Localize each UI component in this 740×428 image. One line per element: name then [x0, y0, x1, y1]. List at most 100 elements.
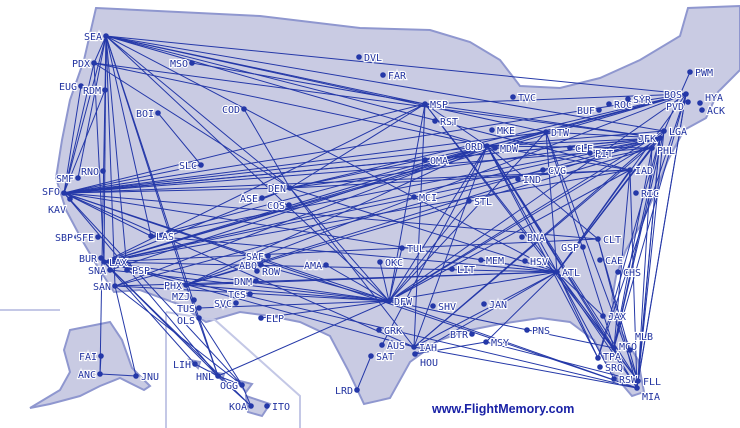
airport-tul[interactable]: TUL [399, 243, 426, 256]
airport-elp[interactable]: ELP [258, 313, 285, 326]
airport-phx[interactable]: PHX [163, 280, 189, 293]
airport-hnl[interactable]: HNL [195, 371, 221, 384]
airport-rdm[interactable]: RDM [82, 85, 108, 98]
airport-sfe[interactable]: SFE [75, 232, 101, 245]
airport-las[interactable]: LAS [148, 231, 175, 244]
airport-ord[interactable]: ORD [464, 141, 490, 154]
airport-dfw[interactable]: DFW [386, 296, 414, 309]
airport-okc[interactable]: OKC [377, 257, 404, 270]
airport-pit[interactable]: PIT [587, 148, 614, 161]
airport-smf[interactable]: SMF [55, 173, 81, 186]
airport-pwm[interactable]: PWM [687, 67, 714, 80]
airport-ito[interactable]: ITO [264, 401, 291, 414]
airport-rsw[interactable]: RSW [611, 374, 639, 387]
airport-fai[interactable]: FAI [78, 351, 104, 364]
airport-bos[interactable]: BOS [663, 89, 689, 102]
airport-aus[interactable]: AUS [379, 340, 406, 353]
airport-iad[interactable]: IAD [627, 165, 654, 178]
airport-hou[interactable]: HOU [412, 351, 439, 370]
airport-pdx[interactable]: PDX [71, 58, 97, 71]
airport-gsp[interactable]: GSP [560, 242, 586, 255]
airport-sat[interactable]: SAT [368, 351, 395, 364]
airport-abq[interactable]: ABQ [238, 260, 264, 273]
airport-kav[interactable]: KAV [47, 196, 73, 217]
airport-cae[interactable]: CAE [597, 255, 624, 268]
airport-ind[interactable]: IND [515, 174, 542, 187]
airport-hya[interactable]: HYA [697, 92, 724, 106]
airport-buf[interactable]: BUF [576, 105, 602, 118]
airport-lax[interactable]: LAX [101, 257, 128, 270]
airport-anc[interactable]: ANC [77, 369, 103, 382]
airport-clt[interactable]: CLT [595, 234, 622, 247]
airport-tvc[interactable]: TVC [510, 92, 537, 105]
airport-mlb[interactable]: MLB [627, 331, 654, 353]
airport-tcs[interactable]: TCS [227, 289, 253, 302]
airport-oma[interactable]: OMA [422, 155, 449, 168]
airport-sfo[interactable]: SFO [41, 186, 67, 199]
airport-boi[interactable]: BOI [135, 108, 161, 121]
airport-cvg[interactable]: CVG [540, 165, 567, 178]
airport-lih[interactable]: LIH [172, 359, 198, 372]
airport-sea[interactable]: SEA [83, 31, 109, 44]
airport-den[interactable]: DEN [267, 183, 293, 196]
airport-psp[interactable]: PSP [124, 265, 151, 278]
airport-jfk[interactable]: JFK [637, 133, 663, 146]
airport-ols[interactable]: OLS [176, 315, 202, 328]
airport-hsv[interactable]: HSV [522, 256, 549, 269]
airport-dtw[interactable]: DTW [543, 127, 571, 140]
airport-dnm[interactable]: DNM [233, 276, 259, 289]
airport-sbp[interactable]: SBP [54, 232, 80, 245]
airport-cos[interactable]: COS [266, 200, 292, 213]
airport-rst[interactable]: RST [432, 116, 459, 129]
airport-pns[interactable]: PNS [524, 325, 551, 338]
flightmemory-credit-link[interactable]: www.FlightMemory.com [432, 402, 575, 416]
airport-chs[interactable]: CHS [615, 267, 642, 280]
airport-jnu[interactable]: JNU [133, 371, 160, 384]
airport-msy[interactable]: MSY [483, 337, 510, 350]
airport-ama[interactable]: AMA [303, 260, 329, 273]
airport-shv[interactable]: SHV [430, 301, 457, 314]
airport-mso[interactable]: MSO [169, 58, 195, 71]
airport-iah[interactable]: IAH [411, 342, 438, 355]
airport-ogg[interactable]: OGG [219, 380, 245, 393]
airport-tus[interactable]: TUS [176, 303, 202, 316]
airport-grk[interactable]: GRK [376, 325, 403, 338]
airport-mco[interactable]: MCO [611, 341, 638, 354]
airport-jan[interactable]: JAN [481, 299, 508, 312]
airport-pvd[interactable]: PVD [665, 99, 691, 114]
airport-btr[interactable]: BTR [449, 329, 475, 342]
airport-san[interactable]: SAN [92, 281, 118, 294]
airport-cod[interactable]: COD [221, 104, 247, 117]
airport-msp[interactable]: MSP [422, 99, 449, 112]
airport-roc[interactable]: ROC [606, 99, 633, 112]
airport-bur[interactable]: BUR [78, 253, 104, 266]
airport-tpa[interactable]: TPA [595, 351, 622, 364]
airport-sna[interactable]: SNA [87, 265, 113, 278]
airport-srq[interactable]: SRQ [597, 362, 624, 375]
airport-mzj[interactable]: MZJ [171, 291, 197, 304]
airport-lit[interactable]: LIT [449, 264, 476, 277]
airport-mdw[interactable]: MDW [492, 143, 520, 156]
airport-koa[interactable]: KOA [228, 401, 254, 414]
airport-ase[interactable]: ASE [239, 193, 265, 206]
airport-syr[interactable]: SYR [625, 94, 653, 107]
airport-saf[interactable]: SAF [245, 251, 271, 264]
airport-phl[interactable]: PHL [649, 145, 676, 158]
airport-eug[interactable]: EUG [58, 81, 84, 94]
airport-row[interactable]: ROW [254, 266, 282, 279]
airport-jax[interactable]: JAX [600, 311, 627, 324]
airport-lrd[interactable]: LRD [334, 385, 360, 398]
airport-svc[interactable]: SVC [213, 298, 239, 311]
airport-bna[interactable]: BNA [519, 232, 546, 245]
airport-ric[interactable]: RIC [633, 188, 660, 201]
airport-mci[interactable]: MCI [411, 192, 438, 205]
airport-ack[interactable]: ACK [699, 105, 726, 118]
airport-slc[interactable]: SLC [178, 160, 204, 173]
airport-atl[interactable]: ATL [554, 267, 581, 280]
airport-mem[interactable]: MEM [478, 255, 505, 268]
airport-lga[interactable]: LGA [661, 126, 688, 139]
airport-fll[interactable]: FLL [635, 376, 662, 389]
airport-mia[interactable]: MIA [634, 385, 661, 404]
airport-dvl[interactable]: DVL [356, 52, 383, 65]
airport-mke[interactable]: MKE [489, 125, 516, 138]
